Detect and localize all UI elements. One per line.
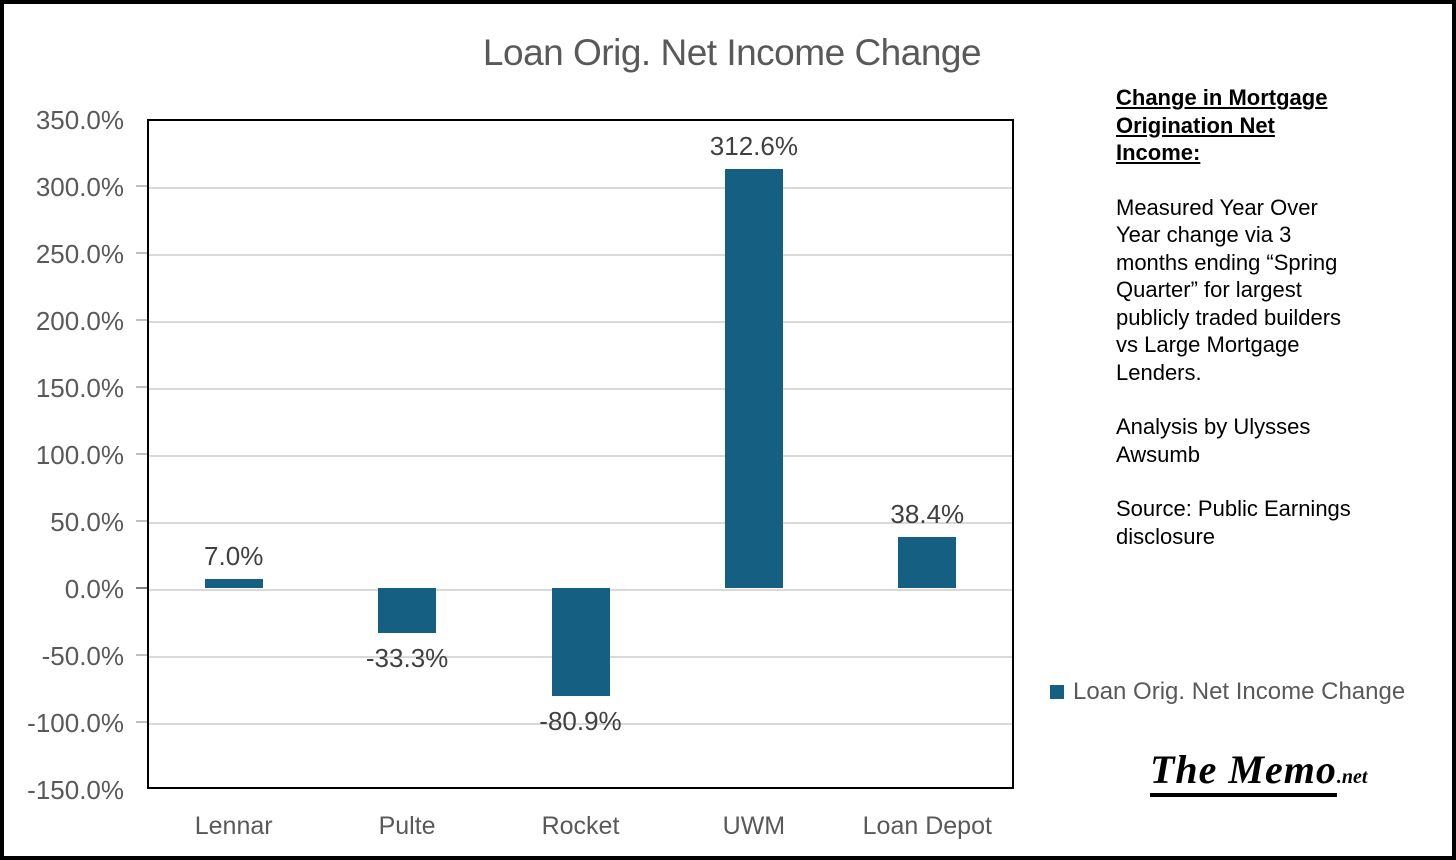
y-axis-label: 150.0% — [35, 373, 124, 403]
annotation-panel: Change in Mortgage Origination Net Incom… — [1116, 84, 1364, 550]
data-label: -33.3% — [365, 642, 449, 673]
bar-rocket — [551, 588, 610, 697]
y-axis-label: -150.0% — [27, 775, 124, 805]
brand-logo: The Memo.net — [1150, 746, 1368, 797]
x-axis-label: Rocket — [541, 812, 620, 840]
x-axis-label: Lennar — [194, 812, 273, 840]
brand-name: The Memo — [1150, 747, 1337, 797]
gridline — [149, 388, 1012, 390]
y-axis-tick — [136, 520, 147, 522]
y-axis-tick — [136, 453, 147, 455]
y-axis-tick — [136, 654, 147, 656]
gridline — [149, 522, 1012, 524]
legend-swatch-icon — [1050, 685, 1064, 699]
bar-uwm — [724, 169, 783, 588]
x-axis-label: UWM — [722, 812, 786, 840]
y-axis-label: 0.0% — [64, 574, 124, 604]
y-axis-tick — [136, 185, 147, 187]
data-label: 7.0% — [204, 540, 264, 571]
y-axis-tick — [136, 319, 147, 321]
panel-heading: Change in Mortgage Origination Net Incom… — [1116, 85, 1328, 165]
y-axis-label: -50.0% — [41, 641, 124, 671]
chart-title: Loan Orig. Net Income Change — [482, 32, 982, 73]
data-label: 312.6% — [709, 131, 798, 162]
x-axis-label: Loan Depot — [862, 812, 992, 840]
panel-paragraph-methodology: Measured Year Over Year change via 3 mon… — [1116, 194, 1342, 385]
y-axis-tick — [136, 386, 147, 388]
panel-paragraph-source: Source: Public Earnings disclosure — [1116, 496, 1351, 549]
y-axis-label: 300.0% — [35, 172, 124, 202]
y-axis-tick — [136, 252, 147, 254]
gridline — [149, 723, 1012, 725]
data-label: 38.4% — [890, 498, 965, 529]
bar-lennar — [204, 578, 263, 588]
gridline — [149, 455, 1012, 457]
bar-loan-depot — [898, 536, 957, 588]
y-axis-label: 200.0% — [35, 306, 124, 336]
panel-paragraph-analyst: Analysis by Ulysses Awsumb — [1116, 414, 1311, 467]
brand-suffix: .net — [1336, 766, 1368, 788]
data-label: -80.9% — [539, 706, 622, 737]
y-axis-label: 250.0% — [35, 239, 124, 269]
gridline — [149, 187, 1012, 189]
x-axis-label: Pulte — [378, 812, 436, 840]
bar-pulte — [378, 588, 437, 633]
gridline — [149, 254, 1012, 256]
y-axis-tick — [136, 587, 147, 589]
chart-legend: Loan Orig. Net Income Change — [1050, 678, 1405, 706]
y-axis-label: 50.0% — [50, 507, 124, 537]
gridline — [149, 321, 1012, 323]
y-axis-label: 100.0% — [35, 440, 124, 470]
y-axis-label: -100.0% — [27, 708, 124, 738]
legend-label: Loan Orig. Net Income Change — [1073, 678, 1406, 705]
y-axis-label: 350.0% — [35, 105, 124, 135]
y-axis-tick — [136, 721, 147, 723]
